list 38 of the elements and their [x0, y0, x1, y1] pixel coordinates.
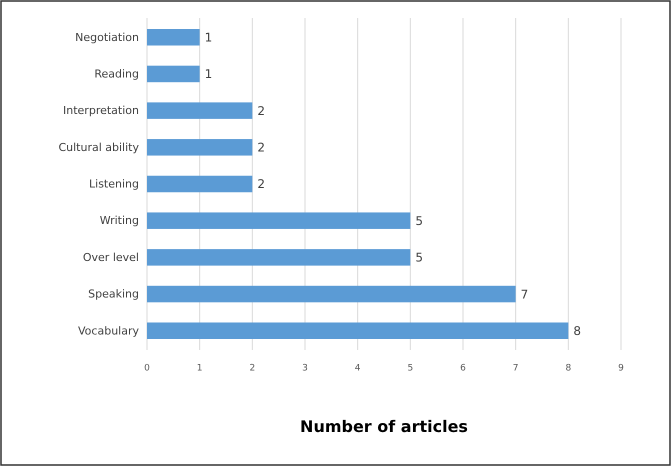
data-label: 1: [204, 67, 212, 82]
data-label: 5: [415, 250, 423, 265]
y-tick-label: Over level: [82, 250, 139, 264]
y-tick-label: Writing: [100, 214, 139, 228]
x-tick-label: 2: [249, 363, 256, 374]
data-label: 5: [415, 214, 423, 228]
y-tick-label: Cultural ability: [58, 140, 140, 154]
bar: [147, 29, 200, 46]
y-tick-label: Vocabulary: [78, 324, 140, 338]
y-tick-label: Reading: [94, 67, 139, 80]
data-label: 2: [257, 177, 265, 192]
bar: [147, 322, 568, 339]
x-tick-label: 6: [460, 363, 466, 374]
y-tick-label: Negotiation: [75, 30, 140, 44]
data-label: 2: [257, 104, 265, 118]
bar: [147, 286, 516, 302]
bar: [147, 249, 410, 266]
bar: [147, 66, 200, 82]
data-label: 1: [204, 30, 212, 44]
bar: [147, 212, 410, 229]
data-label: 8: [573, 324, 581, 338]
x-tick-label: 3: [302, 363, 308, 374]
x-tick-label: 8: [565, 363, 572, 374]
x-tick-label: 5: [407, 363, 414, 374]
x-tick-label: 7: [512, 363, 519, 374]
y-tick-label: Listening: [89, 178, 139, 191]
y-tick-label: Interpretation: [63, 104, 140, 118]
x-tick-label: 1: [196, 363, 203, 374]
x-tick-label: 9: [618, 363, 624, 374]
y-tick-label: Speaking: [88, 288, 139, 301]
data-label: 2: [257, 140, 265, 155]
bar: [147, 176, 252, 192]
x-tick-label: 4: [354, 363, 361, 374]
bar: [147, 102, 252, 119]
x-tick-label: 0: [144, 363, 150, 374]
data-label: 7: [520, 287, 528, 302]
x-axis-title: Number of articles: [300, 417, 468, 436]
bar: [147, 139, 252, 156]
